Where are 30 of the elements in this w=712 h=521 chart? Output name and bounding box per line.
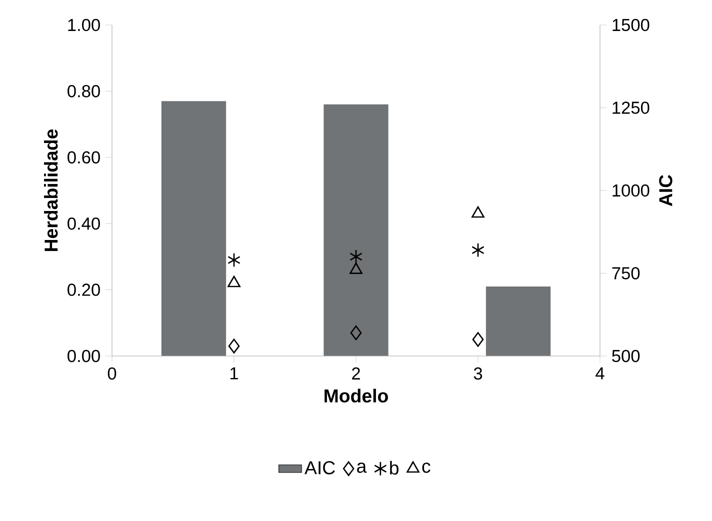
y-tick-label: 1.00 xyxy=(68,18,100,32)
legend-label: AIC xyxy=(304,461,335,474)
x-tick-label: 0 xyxy=(108,367,116,380)
x-tick-label: 4 xyxy=(596,367,604,380)
y2-tick-label: 500 xyxy=(612,350,640,362)
point xyxy=(472,206,484,218)
y-tick-label: 0.20 xyxy=(68,284,100,296)
y2-axis-title: AIC xyxy=(659,174,672,206)
y2-tick-label: 1500 xyxy=(612,18,650,32)
x-tick-label: 3 xyxy=(474,367,482,380)
legend-label: b xyxy=(390,460,398,475)
y-tick-label: 0.40 xyxy=(68,217,100,230)
y2-tick-label: 750 xyxy=(612,267,640,280)
point xyxy=(228,252,240,268)
x-tick-label: 1 xyxy=(230,367,238,380)
y-tick-label: 0.60 xyxy=(68,151,100,164)
x-tick-label: 2 xyxy=(352,367,360,380)
y2-tick-label: 1250 xyxy=(612,102,650,114)
point xyxy=(350,325,362,340)
y-tick-label: 0.00 xyxy=(68,350,100,362)
x-axis-title: Modelo xyxy=(324,388,388,403)
point xyxy=(472,242,484,258)
legend-label: c xyxy=(422,462,430,473)
point xyxy=(228,276,240,288)
y2-tick-label: 1000 xyxy=(612,184,650,197)
y-tick-label: 0.80 xyxy=(68,85,100,98)
point xyxy=(472,332,484,347)
y-axis-title: Herdabilidade xyxy=(44,129,58,251)
legend-label: a xyxy=(357,462,367,473)
point xyxy=(228,338,240,354)
